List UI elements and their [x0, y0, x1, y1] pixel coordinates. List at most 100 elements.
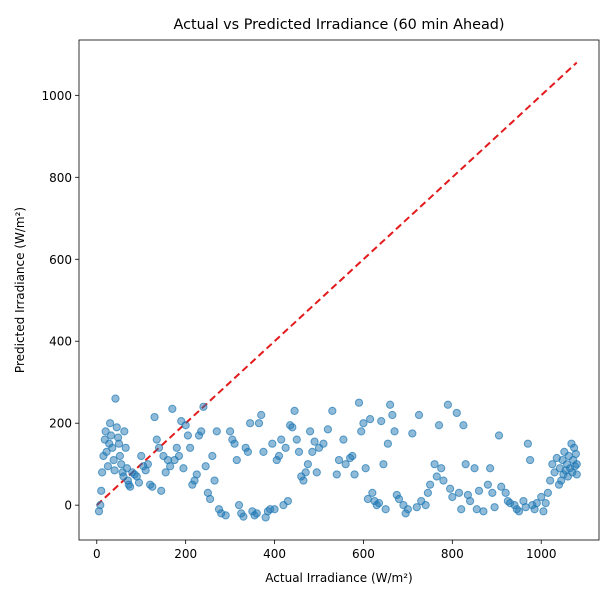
x-tick-label: 600: [352, 547, 375, 561]
data-point: [571, 449, 580, 459]
data-point: [281, 443, 290, 452]
data-point: [310, 437, 319, 446]
data-point: [152, 435, 161, 444]
data-point: [483, 480, 492, 489]
data-point: [96, 501, 105, 510]
y-tick-label: 200: [49, 417, 72, 431]
data-point: [386, 400, 395, 409]
data-point: [426, 480, 435, 489]
data-point: [120, 427, 129, 436]
data-point: [537, 492, 546, 502]
data-point: [252, 509, 261, 518]
data-point: [354, 398, 364, 407]
data-point: [348, 451, 357, 461]
data-point: [374, 499, 384, 508]
data-point: [106, 419, 115, 428]
y-tick-label: 400: [49, 335, 72, 349]
plot-area: [78, 39, 600, 541]
data-point: [532, 499, 541, 508]
data-point: [446, 484, 455, 493]
data-point: [126, 482, 135, 491]
data-point: [539, 507, 548, 516]
y-axis: 0 200 400 600 800 1000: [41, 89, 79, 513]
x-tick-label: 200: [174, 547, 197, 561]
data-point: [221, 511, 230, 520]
data-point: [474, 486, 484, 495]
data-point: [157, 486, 166, 495]
data-point: [192, 470, 201, 479]
x-tick-label: 400: [263, 547, 286, 561]
data-point: [143, 460, 152, 469]
data-point: [226, 427, 235, 436]
data-point: [383, 439, 392, 448]
data-point: [541, 499, 550, 508]
data-point: [112, 423, 121, 432]
data-point: [572, 460, 581, 469]
y-tick-label: 1000: [41, 89, 72, 103]
data-point: [274, 451, 284, 461]
data-point: [206, 494, 215, 504]
data-point: [183, 431, 192, 440]
data-point: [308, 447, 317, 456]
data-point: [521, 503, 530, 512]
data-point: [114, 439, 124, 448]
data-point: [246, 419, 255, 428]
data-point: [454, 488, 464, 497]
data-point: [479, 507, 488, 516]
data-point: [268, 439, 277, 448]
data-point: [523, 439, 532, 448]
data-point: [172, 443, 181, 452]
data-point: [486, 464, 495, 473]
data-point: [546, 476, 555, 485]
data-point: [448, 492, 457, 502]
reference-line-layer: [96, 61, 578, 506]
data-point: [201, 462, 210, 471]
data-point: [363, 494, 372, 504]
data-point: [388, 410, 397, 420]
data-point: [103, 462, 112, 471]
data-point: [179, 464, 188, 473]
data-point: [106, 431, 116, 440]
data-point: [181, 421, 190, 430]
y-tick-label: 800: [49, 171, 72, 185]
data-point: [303, 460, 312, 469]
data-point: [230, 439, 239, 448]
data-point: [102, 447, 111, 456]
data-point: [319, 439, 328, 448]
data-point: [212, 427, 221, 436]
data-point: [368, 488, 377, 497]
data-point: [259, 447, 268, 456]
data-point: [277, 435, 286, 444]
data-point: [334, 455, 344, 465]
data-point: [270, 505, 279, 514]
data-point: [412, 503, 421, 512]
data-point: [301, 468, 310, 477]
data-point: [470, 464, 479, 473]
data-point: [543, 488, 552, 497]
data-point: [111, 394, 120, 403]
data-point: [421, 501, 430, 510]
data-point: [377, 417, 386, 426]
y-tick-label: 0: [64, 499, 72, 513]
data-point: [254, 419, 264, 428]
data-point: [434, 421, 444, 430]
data-point: [332, 470, 341, 479]
axes-frame: [78, 39, 600, 541]
data-point: [381, 505, 390, 514]
data-point: [339, 435, 348, 444]
data-point: [98, 468, 107, 477]
data-point: [459, 421, 468, 430]
data-point: [466, 496, 475, 506]
data-point: [115, 451, 124, 461]
data-point: [548, 460, 557, 469]
data-point: [514, 507, 524, 516]
data-point: [186, 443, 195, 452]
data-point: [306, 427, 315, 436]
data-point: [154, 443, 164, 452]
x-axis: 0 200 400 600 800 1000: [93, 540, 556, 561]
data-point: [494, 431, 504, 440]
data-point: [550, 468, 559, 477]
data-point: [497, 482, 506, 491]
data-point: [166, 462, 175, 471]
chart-title: Actual vs Predicted Irradiance (60 min A…: [173, 17, 504, 33]
